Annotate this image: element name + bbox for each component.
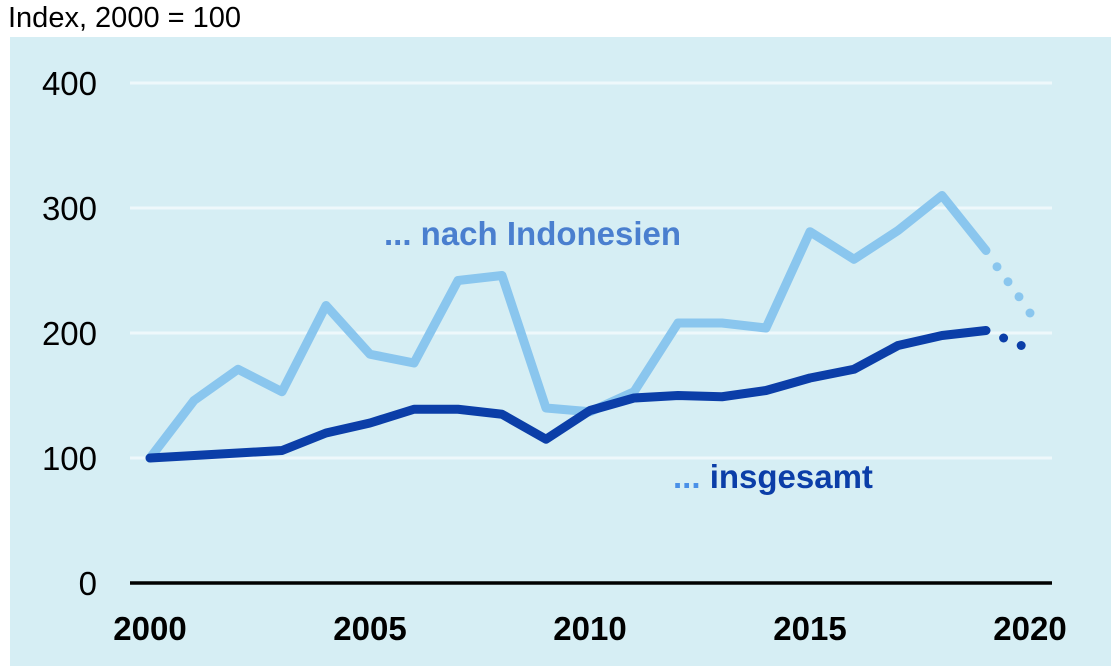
- x-tick-2010: 2010: [553, 610, 626, 647]
- forecast-dot: [992, 262, 1002, 272]
- forecast-dot: [1003, 277, 1013, 287]
- y-tick-300: 300: [42, 190, 97, 227]
- x-tick-2000: 2000: [113, 610, 186, 647]
- chart-panel: [10, 37, 1111, 666]
- label-insgesamt: ... insgesamt: [673, 458, 873, 495]
- unit-label: Index, 2000 = 100: [8, 2, 242, 34]
- y-tick-100: 100: [42, 440, 97, 477]
- y-tick-0: 0: [79, 565, 97, 602]
- forecast-dot: [1025, 308, 1035, 318]
- forecast-dot: [1014, 292, 1024, 302]
- x-tick-2015: 2015: [773, 610, 846, 647]
- label-insgesamt-text: insgesamt: [710, 458, 873, 495]
- forecast-dot: [1016, 341, 1026, 350]
- x-axis-ticks: 2000 2005 2010 2015 2020: [113, 610, 1066, 647]
- forecast-dot: [999, 333, 1009, 343]
- label-insgesamt-ellipsis: ...: [673, 458, 710, 495]
- gridlines: [130, 81, 1052, 460]
- label-nach-indonesien: ... nach Indonesien: [384, 215, 681, 252]
- x-tick-2020: 2020: [993, 610, 1066, 647]
- x-tick-2005: 2005: [333, 610, 406, 647]
- y-tick-400: 400: [42, 65, 97, 102]
- y-tick-200: 200: [42, 315, 97, 352]
- data-series: [145, 191, 1035, 463]
- series-line-1: [145, 326, 991, 463]
- y-axis-ticks: 0 100 200 300 400: [42, 65, 97, 602]
- series-line-0: [145, 191, 991, 463]
